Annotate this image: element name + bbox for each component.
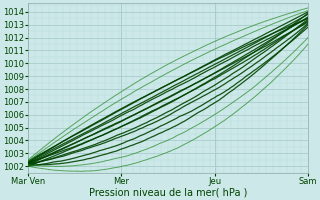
X-axis label: Pression niveau de la mer( hPa ): Pression niveau de la mer( hPa ) bbox=[89, 187, 247, 197]
